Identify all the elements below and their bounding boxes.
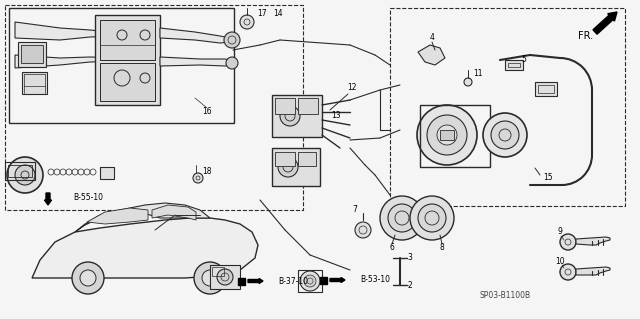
Text: 13: 13 [331, 110, 341, 120]
Text: B-53-10: B-53-10 [360, 276, 390, 285]
Circle shape [217, 269, 233, 285]
Text: 8: 8 [440, 243, 444, 253]
Text: 12: 12 [348, 84, 356, 93]
Bar [100, 167, 114, 179]
Text: 10: 10 [555, 257, 565, 266]
Bar [9, 8, 234, 123]
Circle shape [193, 173, 203, 183]
Polygon shape [32, 218, 258, 278]
Text: 17: 17 [257, 10, 267, 19]
Circle shape [483, 113, 527, 157]
Bar [275, 98, 295, 114]
Circle shape [300, 271, 320, 291]
Bar [298, 152, 316, 166]
Bar [5, 162, 35, 180]
Bar [5, 5, 303, 210]
Polygon shape [576, 267, 610, 275]
Bar [18, 42, 46, 67]
Bar [95, 15, 160, 105]
Text: 7: 7 [353, 205, 357, 214]
Circle shape [380, 196, 424, 240]
Polygon shape [87, 208, 148, 224]
Text: FR.: FR. [578, 31, 593, 41]
Text: 4: 4 [429, 33, 435, 42]
Bar [275, 152, 295, 166]
Bar [272, 148, 320, 186]
Circle shape [388, 204, 416, 232]
Text: 9: 9 [557, 227, 563, 236]
Polygon shape [75, 203, 210, 232]
Bar [272, 95, 322, 137]
Polygon shape [15, 55, 120, 68]
Polygon shape [160, 57, 230, 66]
Bar [22, 72, 47, 94]
Bar [8, 165, 32, 177]
Circle shape [278, 157, 298, 177]
Circle shape [226, 57, 238, 69]
Polygon shape [15, 22, 120, 40]
Bar [440, 130, 454, 140]
Circle shape [355, 222, 371, 238]
Circle shape [194, 262, 226, 294]
Text: 14: 14 [273, 10, 283, 19]
Circle shape [410, 196, 454, 240]
Circle shape [560, 234, 576, 250]
Bar [538, 85, 554, 93]
Circle shape [240, 15, 254, 29]
Polygon shape [160, 28, 230, 43]
Circle shape [418, 204, 446, 232]
Circle shape [427, 115, 467, 155]
Bar [238, 278, 245, 285]
Text: 16: 16 [202, 108, 212, 116]
Text: 2: 2 [408, 280, 412, 290]
Bar [320, 277, 327, 284]
Circle shape [491, 121, 519, 149]
Polygon shape [576, 237, 610, 245]
Text: 18: 18 [202, 167, 212, 176]
Bar [535, 82, 557, 96]
Circle shape [72, 262, 104, 294]
Text: 6: 6 [390, 243, 394, 253]
Bar [508, 63, 520, 67]
FancyArrow shape [45, 193, 51, 205]
Circle shape [304, 275, 316, 287]
Bar [212, 267, 224, 276]
Text: 15: 15 [543, 174, 553, 182]
Polygon shape [418, 45, 445, 65]
Circle shape [437, 125, 457, 145]
Circle shape [560, 264, 576, 280]
Polygon shape [152, 205, 196, 220]
Bar [505, 60, 523, 70]
Bar [21, 45, 43, 63]
Circle shape [15, 165, 35, 185]
Bar [390, 8, 625, 206]
FancyArrow shape [593, 12, 617, 34]
Circle shape [80, 270, 96, 286]
Circle shape [464, 78, 472, 86]
FancyArrow shape [248, 278, 263, 284]
Bar [210, 265, 240, 289]
Bar [420, 105, 490, 167]
Text: 5: 5 [522, 56, 527, 64]
Bar [100, 20, 155, 60]
Text: B-37-10: B-37-10 [278, 277, 308, 286]
Circle shape [224, 32, 240, 48]
Text: B-55-10: B-55-10 [73, 194, 103, 203]
Circle shape [7, 157, 43, 193]
FancyArrow shape [330, 278, 345, 283]
Circle shape [202, 270, 218, 286]
Text: SP03-B1100B: SP03-B1100B [479, 291, 531, 300]
Bar [298, 270, 322, 292]
Bar [100, 63, 155, 101]
Circle shape [280, 106, 300, 126]
Text: 11: 11 [473, 70, 483, 78]
Bar [298, 98, 318, 114]
Circle shape [417, 105, 477, 165]
Text: 3: 3 [408, 254, 412, 263]
